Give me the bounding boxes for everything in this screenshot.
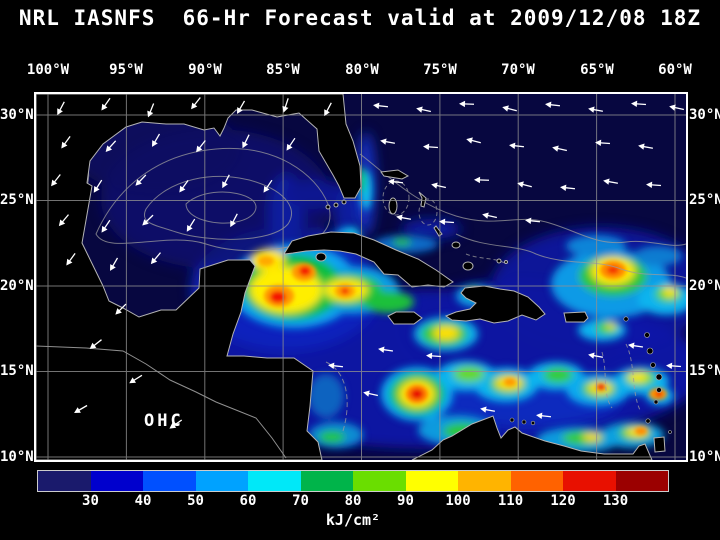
colorbar-tick: 90 (397, 493, 414, 509)
bahamas (380, 169, 410, 180)
puerto-rico-island (563, 311, 589, 323)
colorbar-tick: 60 (239, 493, 257, 509)
colorbar-segment (143, 471, 196, 491)
colorbar-tick: 100 (445, 493, 471, 509)
lat-tick-label: 10°N (0, 449, 34, 465)
colorbar-tick: 30 (82, 493, 99, 509)
north-central-america-landmass (36, 94, 362, 460)
lat-tick-label: 30°N (0, 107, 34, 123)
colorbar-tick: 80 (344, 493, 362, 509)
forecast-map-canvas: OHC (36, 94, 686, 460)
colorbar-segment (90, 471, 143, 491)
colorbar-tick-labels: 30 40 50 60 70 80 90 100 110 120 130 (38, 493, 668, 510)
colorbar-tick: 70 (292, 493, 309, 509)
lat-tick-label: 20°N (689, 278, 720, 294)
trinidad-island (653, 436, 666, 453)
colorbar-segment (353, 471, 406, 491)
lat-tick-label: 25°N (0, 192, 34, 208)
colorbar-segment (458, 471, 511, 491)
lat-tick-label: 15°N (689, 363, 720, 379)
lon-tick-label: 85°W (266, 62, 300, 78)
map-frame: OHC (34, 92, 688, 462)
colorbar-unit-label: kJ/cm² (325, 511, 381, 529)
lat-tick-label: 15°N (0, 363, 34, 379)
colorbar-segment (195, 471, 248, 491)
colorbar-segment (615, 471, 668, 491)
lat-tick-label: 10°N (689, 449, 720, 465)
colorbar-segment (563, 471, 616, 491)
colorbar-tick: 40 (134, 493, 152, 509)
lon-tick-label: 95°W (109, 62, 143, 78)
colorbar (37, 470, 669, 492)
isla-juventud (315, 252, 327, 262)
lon-tick-label: 80°W (345, 62, 379, 78)
colorbar-tick: 50 (187, 493, 204, 509)
page-title: NRL IASNFS 66-Hr Forecast valid at 2009/… (18, 6, 702, 30)
colorbar-tick: 110 (497, 493, 524, 509)
lat-tick-label: 30°N (689, 107, 720, 123)
graticule-grid (36, 94, 686, 460)
ohc-field-label: OHC (144, 411, 184, 431)
lon-tick-label: 65°W (580, 62, 614, 78)
colorbar-tick: 130 (602, 493, 629, 509)
ohc-field-hot (258, 256, 667, 435)
lon-tick-label: 75°W (423, 62, 457, 78)
pacific-coastline (36, 345, 287, 459)
colorbar-tick: 120 (550, 493, 576, 509)
colorbar-segment (405, 471, 458, 491)
jamaica-island (387, 311, 423, 325)
colorbar-segment (510, 471, 563, 491)
lon-tick-label: 60°W (658, 62, 692, 78)
lon-tick-label: 70°W (501, 62, 535, 78)
colorbar-segment (300, 471, 353, 491)
lat-tick-label: 20°N (0, 278, 34, 294)
colorbar-segment (248, 471, 301, 491)
lesser-antilles (509, 316, 672, 434)
colorbar-segment (38, 471, 91, 491)
lon-tick-label: 100°W (26, 62, 70, 78)
lat-tick-label: 25°N (689, 192, 720, 208)
lon-tick-label: 90°W (188, 62, 222, 78)
land-masses (36, 94, 672, 460)
